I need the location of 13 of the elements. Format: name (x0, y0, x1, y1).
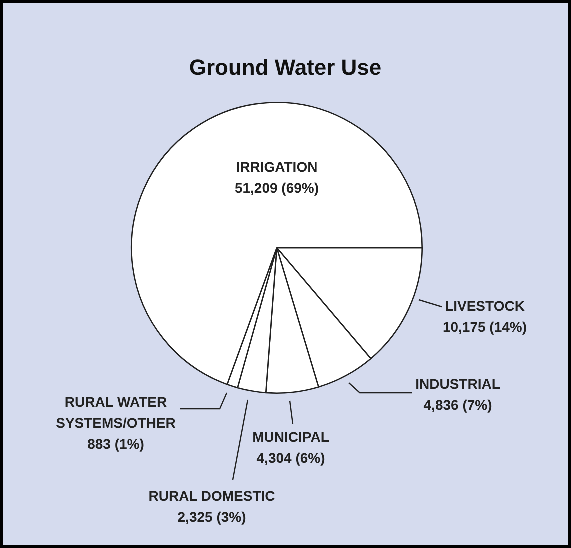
data-label: 2,325 (3%) (178, 508, 246, 525)
slice-label: RURAL DOMESTIC (148, 488, 276, 504)
data-label: 883 (1%) (88, 436, 144, 452)
slice-label: LIVESTOCK (445, 298, 525, 314)
slice-label: INDUSTRIAL (416, 376, 501, 392)
data-label: 51,209 (69%) (234, 180, 320, 196)
slice-label: RURAL WATER SYSTEMS/OTHER (56, 394, 176, 431)
data-label: 4,836 (7%) (424, 396, 492, 413)
slice-label: IRRIGATION (236, 158, 318, 175)
chart-title: Ground Water Use (188, 55, 383, 81)
slice-label: MUNICIPAL (252, 428, 330, 445)
data-label: 10,175 (14%) (442, 318, 528, 335)
data-label: 4,304 (6%) (256, 450, 326, 466)
